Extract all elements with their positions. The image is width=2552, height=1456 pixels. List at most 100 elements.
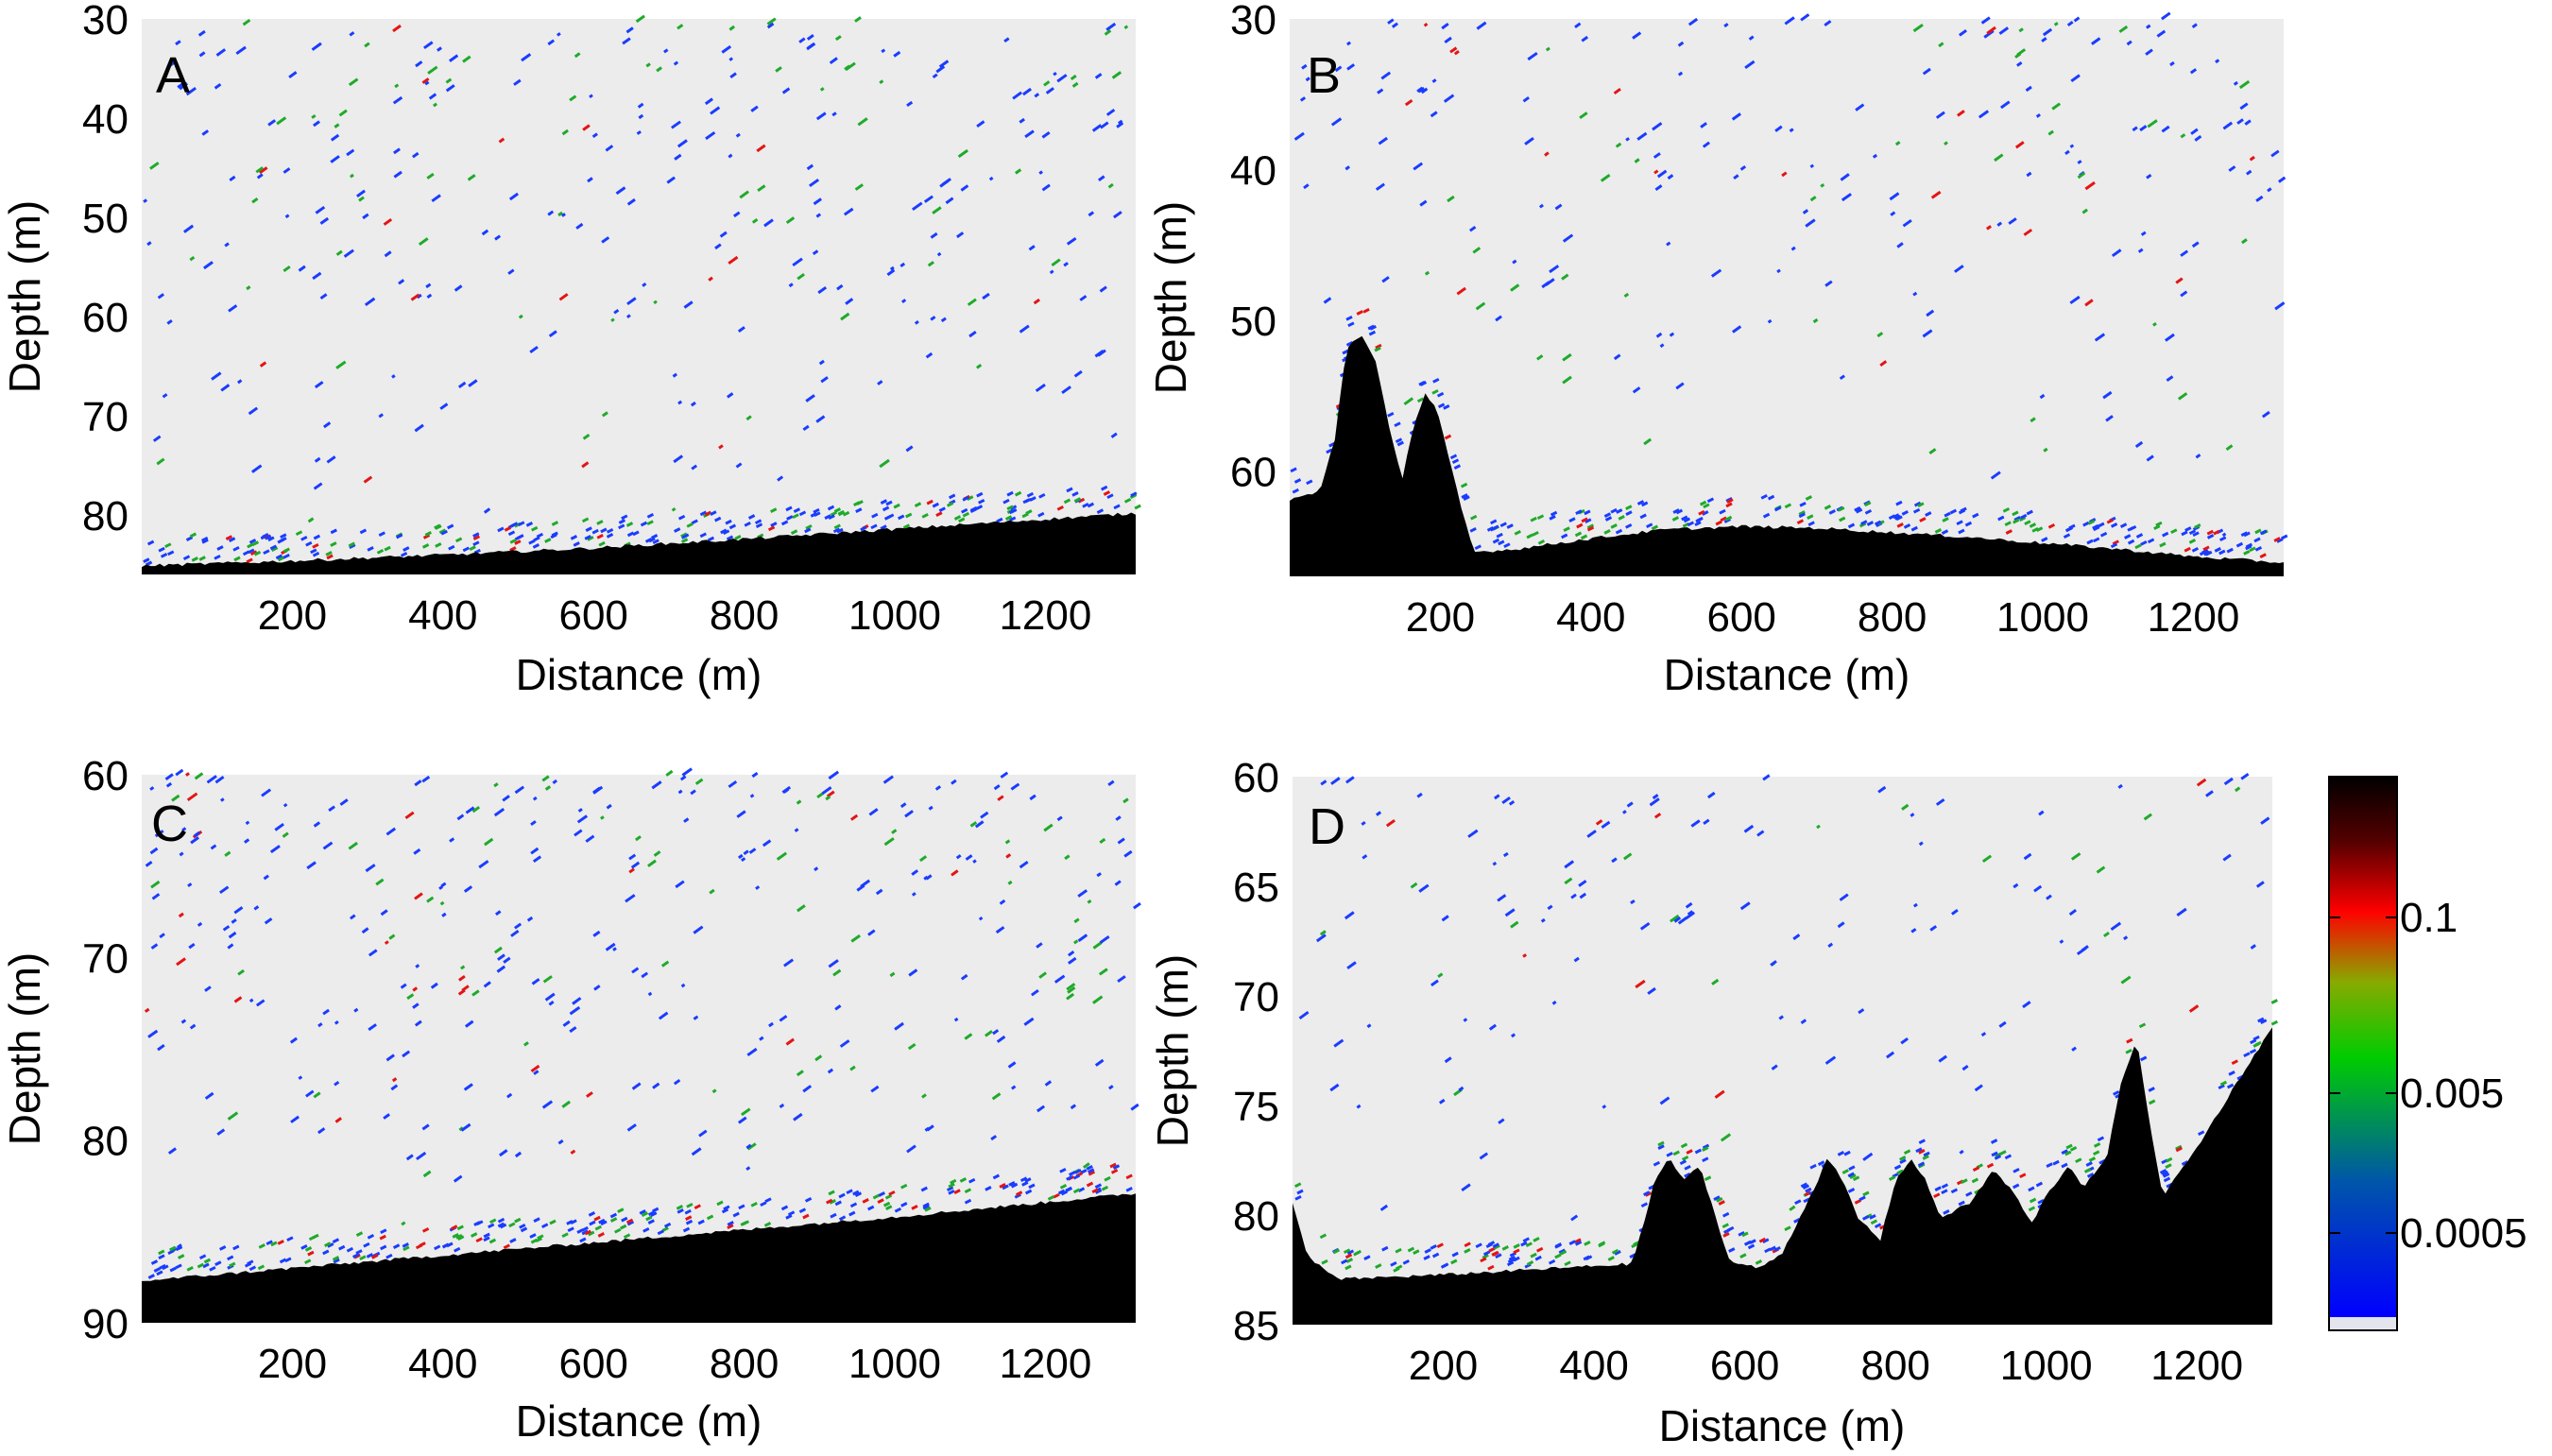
echo-mark <box>1492 538 1500 544</box>
echo-mark <box>796 1070 804 1077</box>
echo-mark <box>1375 1263 1382 1269</box>
echo-mark <box>2249 155 2255 162</box>
echo-mark <box>1362 307 1370 314</box>
echo-mark <box>666 176 676 184</box>
echo-mark <box>2149 1099 2156 1105</box>
echo-mark <box>311 113 317 119</box>
echo-mark <box>714 243 722 250</box>
echo-mark <box>1896 242 1904 248</box>
echo-mark <box>2222 121 2234 130</box>
echo-mark <box>146 540 155 546</box>
echo-mark <box>330 528 337 535</box>
echo-mark <box>426 896 435 903</box>
echo-mark <box>617 1208 625 1213</box>
echo-mark <box>176 957 186 967</box>
echo-mark <box>178 912 184 918</box>
echo-mark <box>1341 1259 1348 1265</box>
echo-mark <box>1799 501 1807 507</box>
echo-mark <box>455 1233 463 1240</box>
echo-mark <box>232 1244 240 1251</box>
echo-mark <box>385 1053 395 1062</box>
echo-mark <box>694 778 704 785</box>
echo-mark <box>815 111 827 121</box>
echo-mark <box>330 541 337 547</box>
echo-mark <box>625 894 636 903</box>
echo-mark <box>932 502 939 508</box>
echo-mark <box>1899 1156 1907 1161</box>
echo-mark <box>1430 1244 1437 1250</box>
echo-mark <box>757 533 764 540</box>
echo-mark <box>1053 71 1057 77</box>
echo-mark <box>1657 1140 1665 1147</box>
echo-mark <box>728 153 733 159</box>
echo-mark <box>1443 404 1450 410</box>
echo-mark <box>1899 1158 1907 1165</box>
echo-mark <box>593 985 601 991</box>
echo-mark <box>1488 1246 1496 1253</box>
echo-mark <box>507 268 515 275</box>
echo-mark <box>1954 265 1964 273</box>
echo-mark <box>880 499 888 505</box>
echo-mark <box>1568 1240 1576 1245</box>
echo-mark <box>1345 315 1353 321</box>
echo-mark <box>882 775 894 784</box>
echo-mark <box>1025 509 1033 515</box>
echo-mark <box>1091 124 1103 132</box>
echo-mark <box>1479 1152 1489 1160</box>
echo-mark <box>158 546 165 553</box>
echo-mark <box>785 505 793 512</box>
echo-mark <box>1056 74 1068 83</box>
echo-mark <box>1345 341 1354 347</box>
echo-mark <box>2094 333 2106 342</box>
echo-mark <box>1874 520 1882 526</box>
echo-mark <box>818 359 825 366</box>
echo-mark <box>638 113 644 120</box>
echo-mark <box>647 859 657 867</box>
echo-mark <box>315 205 326 214</box>
echo-mark <box>2112 540 2119 546</box>
x-tick-label: 1200 <box>999 1341 1091 1387</box>
echo-mark <box>1995 1152 2002 1158</box>
echo-mark <box>421 1226 430 1233</box>
echo-mark <box>1118 119 1123 125</box>
echo-mark <box>426 293 433 300</box>
echo-mark <box>1944 141 1948 146</box>
echo-mark <box>1507 1258 1516 1264</box>
echo-mark <box>1877 785 1887 794</box>
x-tick-label: 200 <box>1409 1343 1478 1389</box>
echo-mark <box>2236 118 2244 125</box>
echo-mark <box>924 1206 932 1212</box>
echo-mark <box>2051 102 2062 111</box>
echo-mark <box>626 297 637 306</box>
echo-mark <box>826 1198 833 1205</box>
echo-mark <box>1828 509 1836 515</box>
echo-mark <box>1019 1176 1028 1183</box>
echo-mark <box>1410 882 1418 889</box>
seabed <box>142 1193 1136 1323</box>
echo-mark <box>197 29 206 37</box>
echo-mark <box>2135 533 2144 539</box>
echo-mark <box>1562 233 1574 243</box>
echo-mark <box>1864 501 1872 507</box>
echo-mark <box>1554 1253 1562 1259</box>
echo-mark <box>793 507 801 513</box>
echo-mark <box>220 384 231 392</box>
echo-mark <box>574 52 581 59</box>
echo-mark <box>2126 40 2132 46</box>
echo-mark <box>1677 916 1687 925</box>
echo-mark <box>2194 134 2202 142</box>
echo-mark <box>1732 325 1742 334</box>
echo-mark <box>962 495 969 502</box>
echo-mark <box>1840 173 1850 181</box>
echo-mark <box>1073 369 1083 378</box>
echo-mark <box>930 316 936 321</box>
echo-mark <box>150 880 161 889</box>
echo-mark <box>2148 1087 2155 1092</box>
echo-mark <box>2184 526 2192 532</box>
echo-mark <box>879 458 890 469</box>
echo-mark <box>881 48 886 54</box>
echo-mark <box>1361 820 1366 826</box>
echo-mark <box>214 775 225 784</box>
echo-mark <box>2038 810 2045 816</box>
seabed <box>1290 335 2284 576</box>
